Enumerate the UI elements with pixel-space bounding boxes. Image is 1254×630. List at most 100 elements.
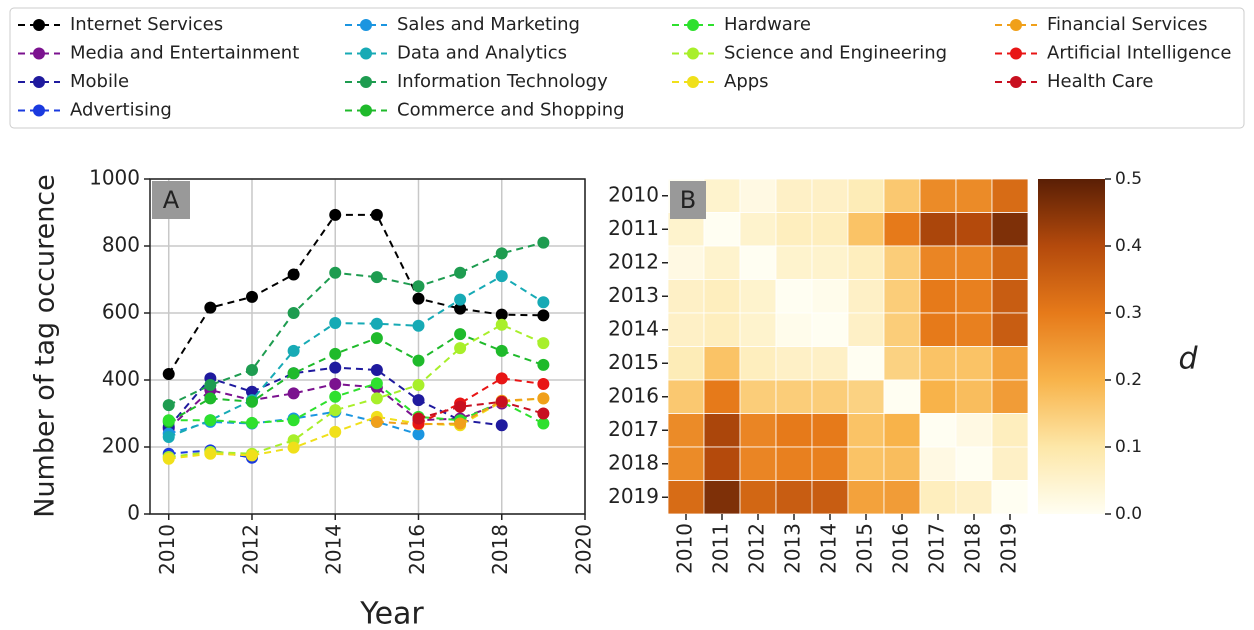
series-line <box>418 377 544 425</box>
legend-label: Hardware <box>724 14 811 35</box>
data-point <box>495 344 508 357</box>
x-tick-label: 2018 <box>488 524 512 575</box>
heatmap-cell <box>847 279 885 314</box>
data-point <box>245 363 258 376</box>
heatmap-cell <box>883 480 921 515</box>
legend-label: Apps <box>724 71 769 92</box>
x-tick-label: 2013 <box>781 523 805 574</box>
series-line <box>168 323 544 459</box>
heatmap-cell <box>739 413 777 448</box>
data-point <box>537 296 550 309</box>
plot-frame <box>149 178 586 515</box>
x-tick-label: 2018 <box>961 523 985 574</box>
heatmap-cell <box>667 346 705 381</box>
data-point <box>204 414 217 427</box>
y-tick-label: 2013 <box>608 283 659 307</box>
colorbar-tick-label: 0.4 <box>1115 236 1142 256</box>
data-point <box>162 414 175 427</box>
y-tick-label: 0 <box>127 501 140 525</box>
heatmap-cell <box>775 413 813 448</box>
heatmap-cell <box>919 279 957 314</box>
legend-label: Artificial Intelligence <box>1047 43 1232 64</box>
colorbar-tick-label: 0.5 <box>1115 169 1142 189</box>
heatmap-cell <box>955 379 993 414</box>
heatmap-cell <box>847 245 885 280</box>
x-axis-label: Year <box>359 597 424 630</box>
data-point <box>370 271 383 284</box>
legend-marker <box>687 47 699 60</box>
legend-label: Science and Engineering <box>724 43 947 64</box>
data-point <box>412 428 425 441</box>
data-point <box>204 379 217 392</box>
heatmap-cell <box>919 212 957 247</box>
legend-marker <box>687 76 699 88</box>
heatmap-cell <box>811 480 849 515</box>
heatmap-cell <box>703 346 741 381</box>
data-point <box>287 414 300 427</box>
y-tick-label: 2012 <box>608 249 659 273</box>
x-tick-label: 2015 <box>853 523 877 574</box>
heatmap-cell <box>667 245 705 280</box>
data-point <box>287 387 300 400</box>
heatmap-cell <box>883 245 921 280</box>
heatmap-cell <box>847 480 885 515</box>
data-point <box>495 247 508 260</box>
heatmap-cell <box>703 279 741 314</box>
legend-marker <box>360 76 372 88</box>
legend-label: Information Technology <box>397 71 608 92</box>
legend-label: Mobile <box>70 71 129 92</box>
data-point <box>537 407 550 420</box>
heatmap-cell <box>955 312 993 347</box>
data-point <box>245 416 258 429</box>
data-point <box>537 358 550 371</box>
data-point <box>245 449 258 462</box>
heatmap-cell <box>739 279 777 314</box>
heatmap-cell <box>703 178 741 213</box>
data-point <box>370 415 383 428</box>
legend-marker <box>687 19 699 31</box>
heatmap-cell <box>703 446 741 481</box>
heatmap-cell <box>739 312 777 347</box>
data-point <box>537 309 550 322</box>
data-point <box>329 378 342 391</box>
heatmap-cell <box>955 446 993 481</box>
series-line <box>168 397 544 460</box>
legend-marker <box>33 104 45 117</box>
data-point <box>204 392 217 405</box>
heatmap-cell <box>991 212 1029 247</box>
series-line <box>418 400 544 420</box>
legend-marker <box>360 104 372 117</box>
data-point <box>412 354 425 367</box>
data-point <box>537 392 550 405</box>
data-point <box>537 337 550 350</box>
data-point <box>329 390 342 403</box>
heatmap-cell <box>739 346 777 381</box>
legend-label: Media and Entertainment <box>70 43 299 64</box>
y-tick-label: 800 <box>102 233 140 257</box>
legend-label: Health Care <box>1047 71 1154 92</box>
x-tick-label: 2014 <box>322 524 346 575</box>
legend-label: Financial Services <box>1047 14 1207 35</box>
data-point <box>370 377 383 390</box>
heatmap-cell <box>703 413 741 448</box>
series-line <box>168 274 544 438</box>
y-tick-label: 2010 <box>608 182 659 206</box>
data-point <box>245 395 258 408</box>
heatmap-cell <box>955 212 993 247</box>
legend-box <box>9 7 1245 129</box>
heatmap-cell <box>991 245 1029 280</box>
panel-label: A <box>163 186 180 214</box>
heatmap-cell <box>775 312 813 347</box>
heatmap-cell <box>955 346 993 381</box>
legend-marker <box>33 76 45 88</box>
heatmap-cell <box>667 446 705 481</box>
heatmap-cell <box>847 413 885 448</box>
data-point <box>495 395 508 408</box>
legend-label: Data and Analytics <box>397 43 567 64</box>
y-tick-label: 2011 <box>608 216 659 240</box>
y-tick-label: 2014 <box>608 316 659 340</box>
heatmap-cell <box>775 245 813 280</box>
heatmap-cell <box>991 312 1029 347</box>
data-point <box>287 367 300 380</box>
heatmap-cell <box>919 413 957 448</box>
